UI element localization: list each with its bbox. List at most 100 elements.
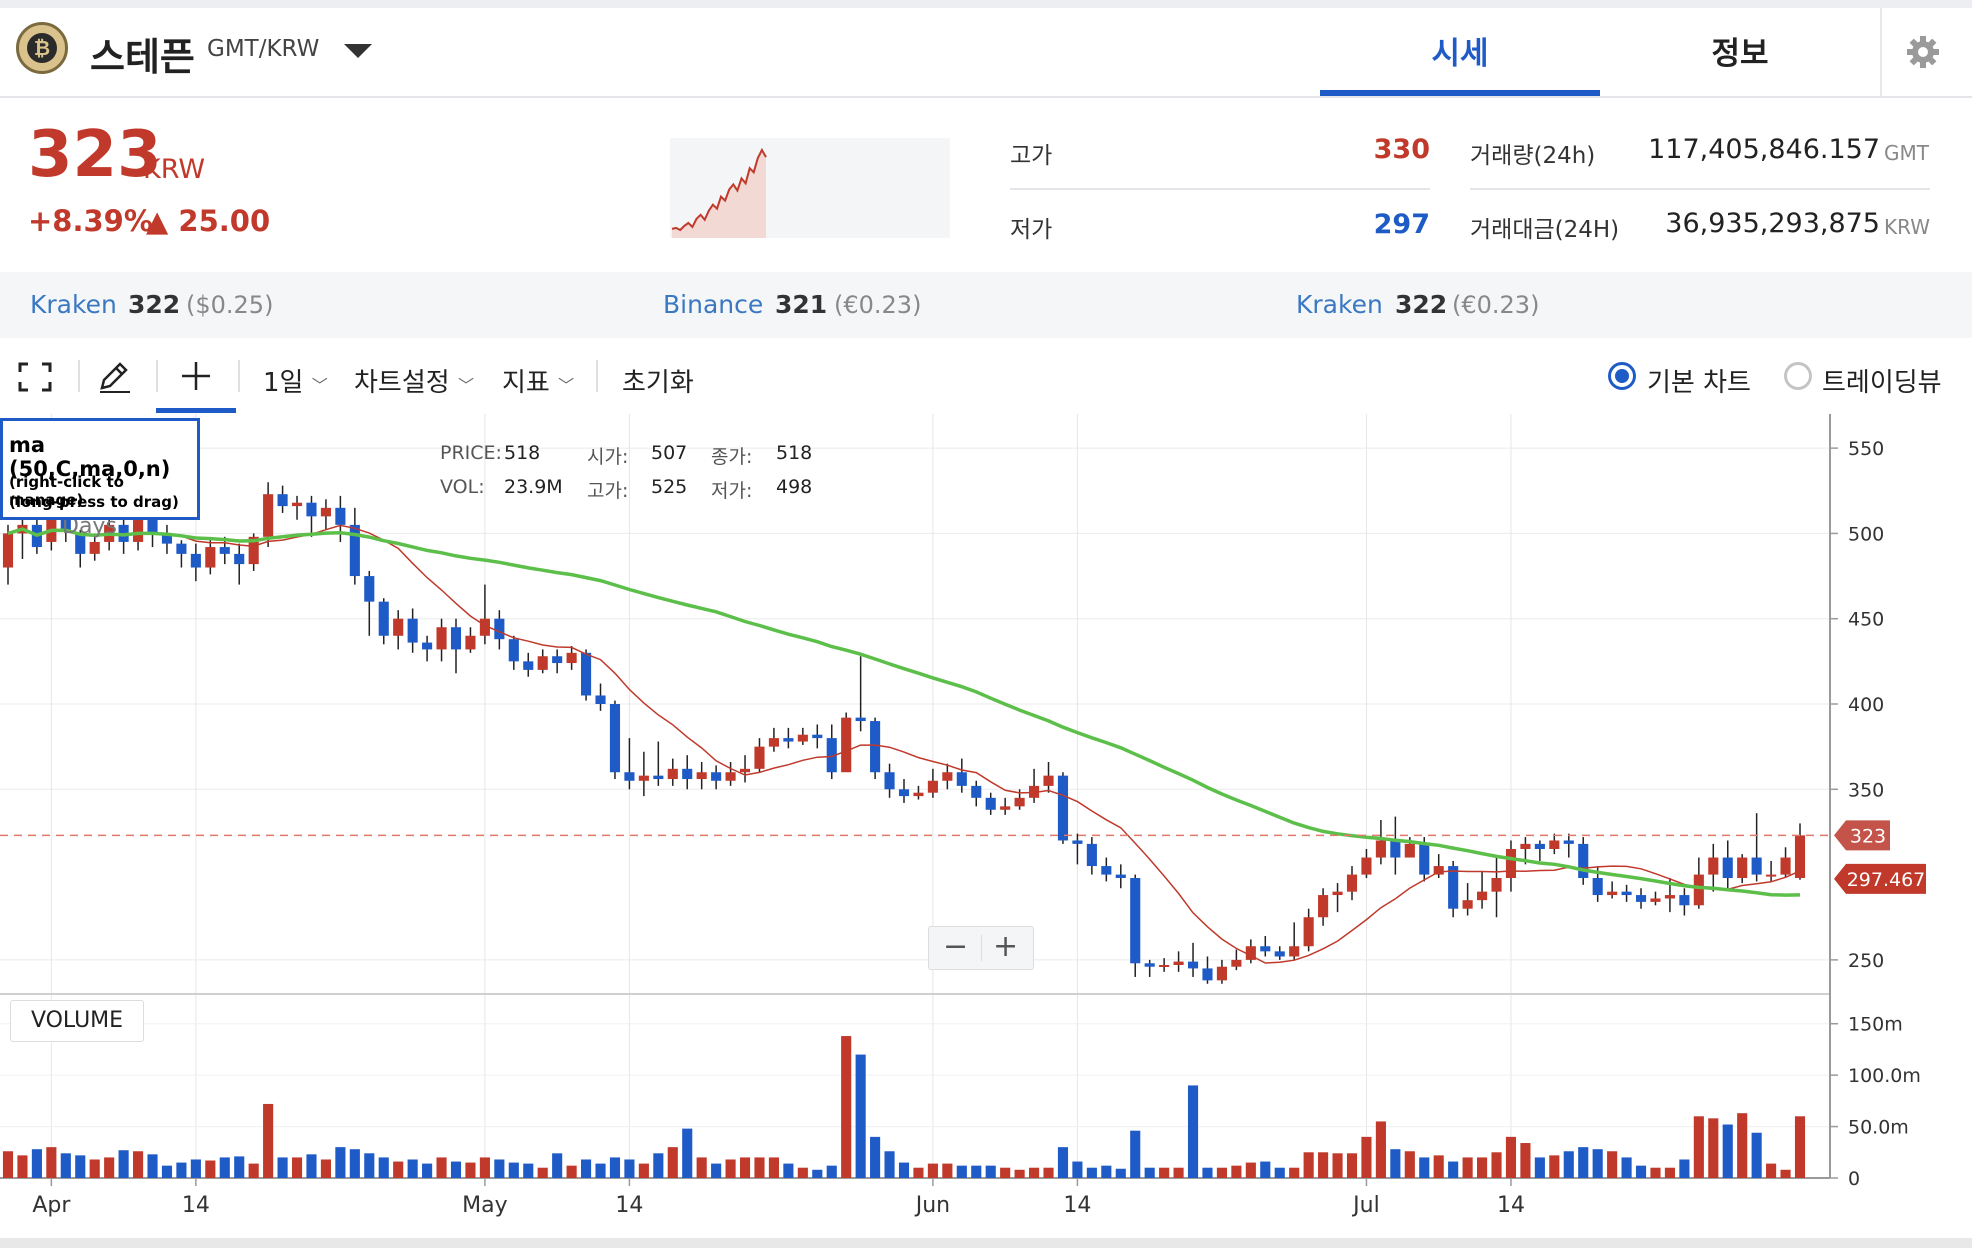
radio-tradingview-label[interactable]: 트레이딩뷰	[1822, 368, 1942, 398]
volume-bar	[826, 1165, 837, 1178]
ma-value-tag-shape	[1834, 863, 1926, 894]
radio-tradingview[interactable]	[1784, 362, 1812, 390]
volume-bar	[1766, 1163, 1777, 1178]
ohlc-value: 525	[651, 476, 688, 498]
volume-tick-label: 100.0m	[1848, 1065, 1921, 1087]
amount-label: 거래대금(24H)	[1470, 217, 1620, 243]
candle	[494, 610, 505, 650]
candle	[1563, 833, 1574, 858]
candle-body	[812, 734, 823, 739]
stat-divider	[1010, 188, 1430, 190]
pencil-icon[interactable]	[96, 360, 132, 394]
tab-quote[interactable]: 시세	[1431, 36, 1489, 72]
volume-bar	[1664, 1167, 1675, 1178]
candle-body	[1607, 891, 1618, 896]
candle	[566, 646, 577, 670]
reset-button[interactable]: 초기화	[622, 368, 694, 398]
candle	[190, 543, 201, 582]
fullscreen-icon[interactable]	[18, 362, 52, 392]
indicators-menu[interactable]: 지표 ﹀	[502, 362, 574, 399]
volume-label: 거래량(24h)	[1470, 143, 1596, 169]
active-tool-indicator	[156, 408, 236, 413]
time-tick-label: Jun	[914, 1193, 950, 1218]
indicator-tooltip[interactable]: ma (50,C,ma,0,n) (right-click to manage)…	[0, 418, 200, 520]
candle	[725, 762, 736, 786]
crosshair-icon[interactable]	[180, 360, 212, 392]
volume-bar	[147, 1154, 158, 1178]
ma-long-line	[7, 527, 1801, 897]
candle	[306, 495, 317, 537]
candle-body	[523, 661, 534, 670]
candle	[884, 763, 895, 798]
candle	[653, 741, 664, 786]
volume-bar	[942, 1163, 953, 1178]
time-tick-label: May	[462, 1193, 507, 1218]
zoom-in-button[interactable]: +	[993, 929, 1019, 964]
candle	[870, 717, 881, 780]
candle	[1737, 854, 1748, 884]
candle	[826, 724, 837, 780]
indicator-title: ma (50,C,ma,0,n)	[9, 433, 171, 481]
candle	[855, 656, 866, 732]
radio-basic-chart-label[interactable]: 기본 차트	[1647, 368, 1751, 398]
candle	[898, 779, 910, 803]
volume-bar	[595, 1163, 606, 1178]
candle	[1057, 772, 1069, 844]
interval-select[interactable]: 1일 ﹀	[263, 362, 328, 399]
exchange-name[interactable]: Kraken	[30, 290, 117, 319]
volume-bar	[1332, 1153, 1343, 1178]
toolbar-divider	[78, 360, 80, 392]
candle-body	[1592, 878, 1603, 896]
radio-basic-chart[interactable]	[1608, 362, 1636, 390]
gear-icon[interactable]	[1905, 34, 1941, 70]
volume-bar	[1086, 1167, 1097, 1178]
candle-body	[826, 738, 837, 773]
volume-bar	[508, 1162, 519, 1178]
candle-body	[1679, 895, 1690, 906]
candle-body	[277, 494, 288, 507]
price-unit: KRW	[143, 154, 206, 185]
candle	[1794, 823, 1806, 880]
candle	[1722, 840, 1733, 889]
candle-body	[1086, 843, 1097, 867]
chevron-down-icon[interactable]	[344, 44, 372, 58]
candle-body	[1766, 874, 1777, 877]
candle	[422, 635, 433, 662]
candle	[161, 524, 173, 554]
volume-value: 117,405,846.157	[1648, 134, 1880, 165]
candle	[1260, 936, 1271, 957]
zoom-out-button[interactable]: −	[943, 929, 969, 964]
time-tick-label: 14	[1497, 1193, 1525, 1218]
volume-bar	[190, 1159, 201, 1178]
candle-body	[797, 734, 808, 742]
candle	[1505, 840, 1517, 892]
volume-bar	[277, 1157, 288, 1178]
candle-body	[1101, 866, 1112, 875]
candle-body	[1737, 857, 1748, 878]
ohlc-value: 23.9M	[504, 476, 563, 498]
price-chart[interactable]: 550 500 450 400 350 250 323 297.467 150m 100.0m 50…	[0, 414, 1972, 1238]
candle-body	[234, 553, 245, 565]
volume-bar	[378, 1157, 389, 1178]
candle	[581, 649, 592, 701]
candle	[841, 712, 852, 773]
candle	[1578, 837, 1589, 885]
toolbar-divider	[156, 360, 158, 392]
volume-bar	[176, 1162, 187, 1178]
volume-bar	[436, 1157, 447, 1178]
candle-body	[985, 797, 996, 810]
candle-body	[1202, 968, 1213, 981]
candle-body	[1448, 866, 1459, 909]
exchange-name[interactable]: Binance	[663, 290, 764, 319]
pair-label[interactable]: GMT/KRW	[207, 36, 320, 62]
volume-bar	[537, 1167, 548, 1178]
candle	[89, 533, 100, 561]
last-price-tag-label: 323	[1850, 825, 1886, 847]
exchange-name[interactable]: Kraken	[1296, 290, 1383, 319]
candle-body	[1289, 946, 1300, 957]
tab-info[interactable]: 정보	[1711, 36, 1769, 72]
ohlc-value: 518	[776, 442, 813, 464]
chart-settings-menu[interactable]: 차트설정 ﹀	[354, 362, 474, 399]
candle	[927, 768, 938, 798]
candle-body	[349, 524, 360, 577]
